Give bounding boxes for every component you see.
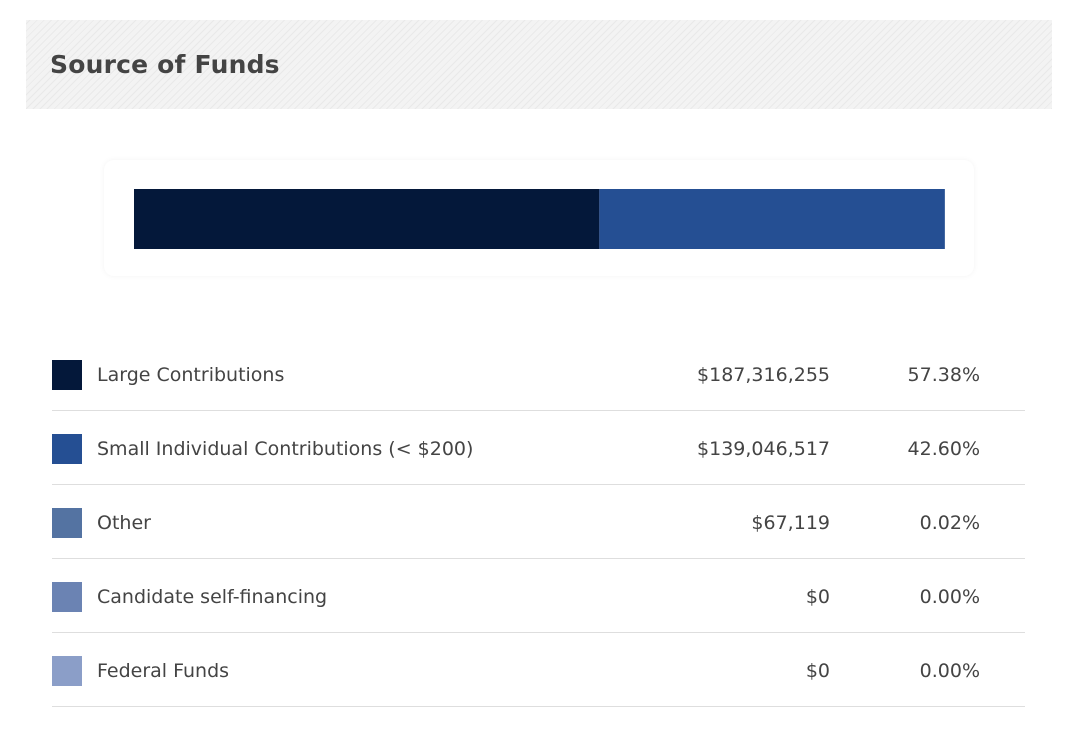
legend-amount: $139,046,517 bbox=[697, 438, 830, 460]
legend-percent: 0.02% bbox=[919, 512, 980, 534]
legend-row-candidate-self-financing: Candidate self-financing $0 0.00% bbox=[52, 560, 1025, 633]
legend-percent: 0.00% bbox=[919, 660, 980, 682]
legend-percent: 42.60% bbox=[907, 438, 980, 460]
bar-segment-small-individual-contributions-200 bbox=[599, 189, 945, 249]
legend-row-large-contributions: Large Contributions $187,316,255 57.38% bbox=[52, 338, 1025, 411]
funds-legend-table: Large Contributions $187,316,255 57.38% … bbox=[52, 338, 1025, 708]
legend-percent: 0.00% bbox=[919, 586, 980, 608]
legend-row-small-individual-contributions: Small Individual Contributions (< $200) … bbox=[52, 412, 1025, 485]
legend-label: Small Individual Contributions (< $200) bbox=[97, 438, 474, 460]
legend-row-other: Other $67,119 0.02% bbox=[52, 486, 1025, 559]
legend-amount: $0 bbox=[805, 586, 830, 608]
stacked-bar-chart bbox=[134, 189, 945, 249]
legend-swatch bbox=[52, 508, 82, 538]
stacked-bar-card bbox=[104, 160, 974, 276]
legend-swatch bbox=[52, 434, 82, 464]
legend-row-federal-funds: Federal Funds $0 0.00% bbox=[52, 634, 1025, 707]
legend-label: Other bbox=[97, 512, 151, 534]
legend-swatch bbox=[52, 582, 82, 612]
section-header: Source of Funds bbox=[26, 20, 1052, 109]
legend-amount: $0 bbox=[805, 660, 830, 682]
legend-amount: $187,316,255 bbox=[697, 364, 830, 386]
legend-label: Federal Funds bbox=[97, 660, 230, 682]
legend-swatch bbox=[52, 360, 82, 390]
section-title: Source of Funds bbox=[50, 50, 280, 79]
legend-amount: $67,119 bbox=[751, 512, 830, 534]
bar-segment-large-contributions bbox=[134, 189, 600, 249]
legend-swatch bbox=[52, 656, 82, 686]
legend-percent: 57.38% bbox=[907, 364, 980, 386]
legend-label: Large Contributions bbox=[97, 364, 285, 386]
legend-label: Candidate self-financing bbox=[97, 586, 328, 608]
